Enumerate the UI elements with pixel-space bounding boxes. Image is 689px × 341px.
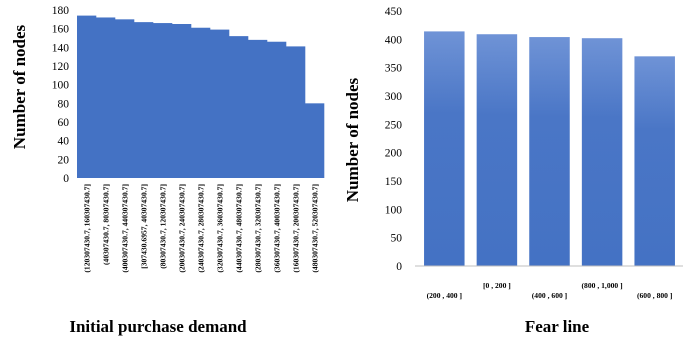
bar bbox=[476, 34, 518, 266]
y-tick-label: 200 bbox=[385, 148, 403, 160]
y-tick-label: 140 bbox=[52, 42, 70, 54]
bar bbox=[96, 17, 116, 178]
category-label: (120307430.7, 160307430.7] bbox=[83, 184, 92, 273]
y-tick-label: 0 bbox=[63, 173, 69, 185]
y-axis-label: Number of nodes bbox=[10, 24, 29, 149]
y-tick-label: 150 bbox=[385, 176, 403, 188]
category-label: (240307430.7, 280307430.7] bbox=[197, 184, 206, 273]
bar bbox=[248, 39, 268, 178]
bar bbox=[286, 46, 306, 179]
y-tick-labels: 0 50 100 150 200 250 300 350 400 450 bbox=[385, 6, 403, 273]
y-tick-label: 180 bbox=[52, 5, 70, 17]
category-labels: (200 , 400 ] [0 , 200 ] (400 , 600 ] (800 ,… bbox=[427, 281, 673, 300]
y-axis-label: Number of nodes bbox=[343, 77, 362, 202]
bar bbox=[634, 56, 675, 267]
y-tick-label: 300 bbox=[385, 91, 403, 103]
y-tick-label: 100 bbox=[385, 204, 403, 216]
category-label: (400307430.7, 440307430.7] bbox=[121, 184, 130, 273]
chart-initial-purchase-demand: Number of nodes 0 20 40 60 80 100 120 140 160 180… bbox=[10, 5, 325, 336]
bar bbox=[153, 23, 173, 178]
bar bbox=[172, 24, 192, 178]
bar bbox=[210, 29, 230, 178]
y-tick-label: 20 bbox=[58, 154, 70, 166]
bar bbox=[529, 37, 570, 266]
y-tick-label: 60 bbox=[58, 117, 70, 129]
category-label: [0 , 200 ] bbox=[483, 281, 511, 290]
y-tick-label: 50 bbox=[391, 233, 403, 245]
y-tick-label: 120 bbox=[52, 61, 70, 73]
y-tick-label: 400 bbox=[385, 34, 403, 46]
category-labels: (120307430.7, 160307430.7] (40307430.7, 8… bbox=[83, 184, 320, 273]
category-label: (200307430.7, 240307430.7] bbox=[178, 184, 187, 273]
bar bbox=[581, 38, 623, 267]
category-label: (280307430.7, 320307430.7] bbox=[254, 184, 263, 273]
y-tick-label: 100 bbox=[52, 80, 70, 92]
y-tick-labels: 0 20 40 60 80 100 120 140 160 180 bbox=[52, 5, 70, 185]
y-tick-label: 450 bbox=[385, 6, 403, 18]
category-label: (600 , 800 ] bbox=[637, 291, 672, 300]
category-label: (480307430.7, 520307430.7] bbox=[311, 184, 320, 273]
bar bbox=[305, 103, 325, 178]
category-label: [307430.6957, 40307430.7] bbox=[140, 184, 149, 269]
x-axis-label: Initial purchase demand bbox=[69, 317, 247, 336]
chart-fear-line: Number of nodes 0 50 100 150 200 250 300 350 400… bbox=[343, 6, 683, 336]
bar bbox=[77, 15, 97, 178]
category-label: (160307430.7, 200307430.7] bbox=[292, 184, 301, 273]
y-tick-label: 40 bbox=[58, 136, 70, 148]
y-tick-label: 350 bbox=[385, 63, 403, 75]
bar bbox=[267, 41, 287, 178]
category-label: (800 , 1,000 ] bbox=[582, 281, 623, 290]
category-label: (80307430.7, 120307430.7] bbox=[159, 184, 168, 269]
bar bbox=[191, 27, 211, 178]
category-label: (400 , 600 ] bbox=[532, 291, 567, 300]
x-axis-label: Fear line bbox=[525, 317, 590, 336]
y-tick-label: 0 bbox=[396, 261, 402, 273]
category-label: (320307430.7, 360307430.7] bbox=[216, 184, 225, 273]
bar bbox=[229, 36, 249, 179]
y-tick-label: 80 bbox=[58, 98, 70, 110]
bars bbox=[77, 15, 325, 179]
category-label: (200 , 400 ] bbox=[427, 291, 462, 300]
bar bbox=[115, 19, 135, 179]
bar bbox=[424, 31, 465, 267]
category-label: (360307430.7, 400307430.7] bbox=[273, 184, 282, 273]
y-tick-label: 250 bbox=[385, 119, 403, 131]
y-tick-label: 160 bbox=[52, 24, 70, 36]
bars bbox=[424, 31, 675, 267]
category-label: (440307430.7, 480307430.7] bbox=[235, 184, 244, 273]
category-label: (40307430.7, 80307430.7] bbox=[102, 184, 111, 265]
bar bbox=[134, 22, 154, 179]
